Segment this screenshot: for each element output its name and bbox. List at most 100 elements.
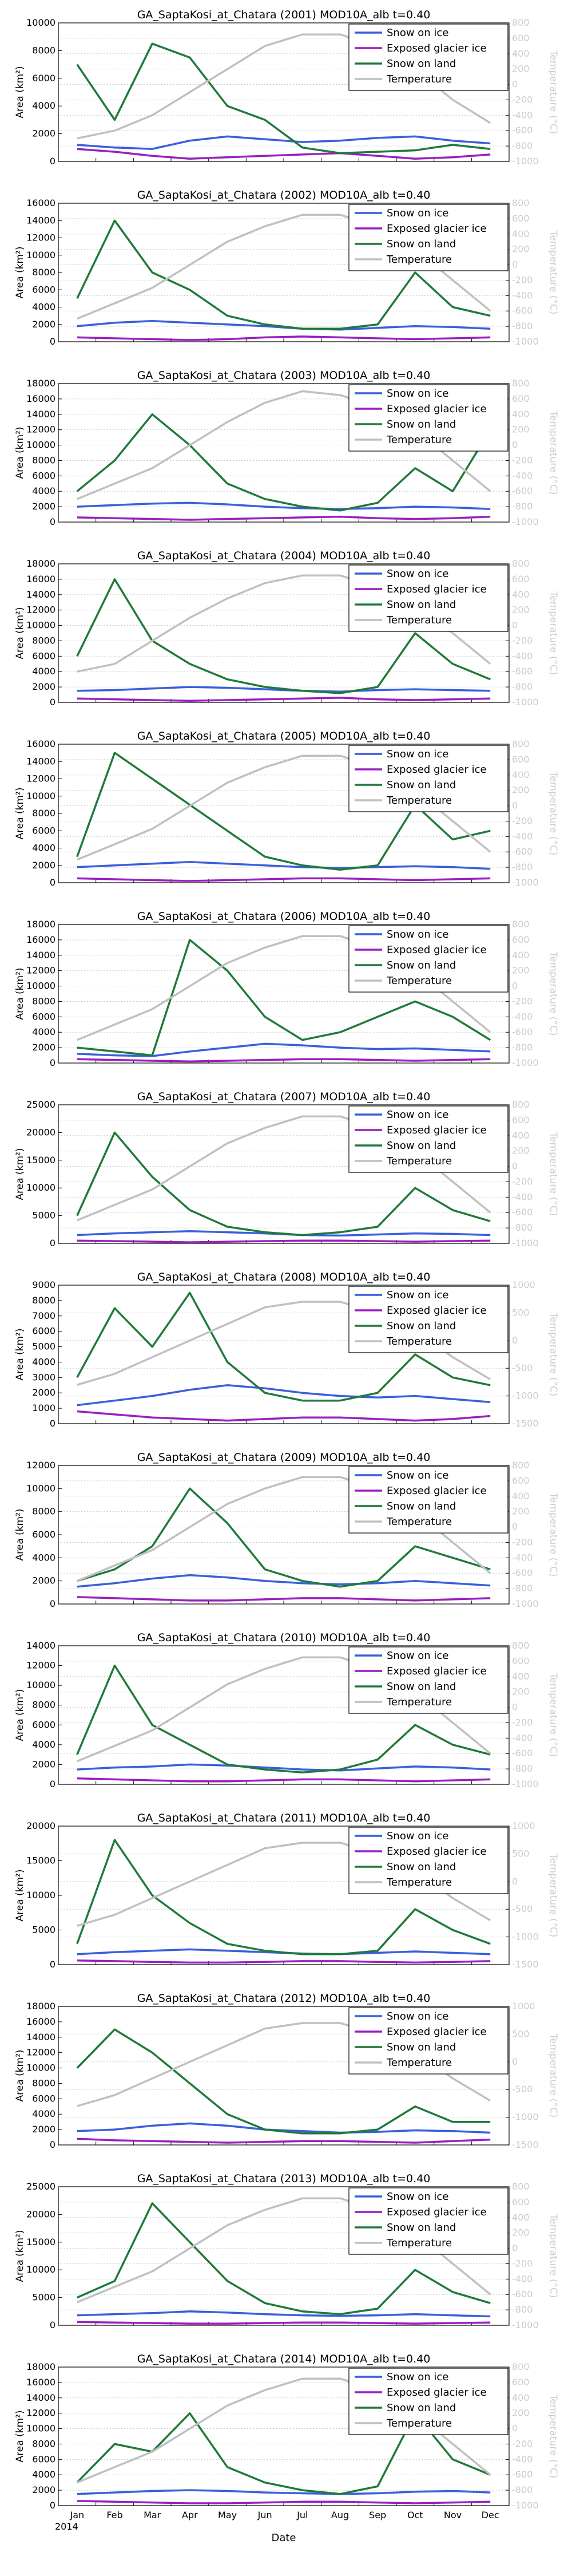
series-line [77, 939, 491, 1057]
y2-axis-label: Temperature (°C) [547, 1492, 559, 1577]
legend-label: Snow on ice [387, 1650, 448, 1662]
series-line [76, 2028, 491, 2135]
y-tick-label: 12000 [26, 232, 55, 243]
y2-axis-label: Temperature (°C) [547, 410, 559, 495]
y-tick-label: 0 [50, 1057, 55, 1068]
y2-tick-label: -800 [512, 1222, 533, 1233]
y-tick-label: 16000 [26, 574, 55, 584]
y2-tick-label: 600 [512, 1656, 530, 1666]
y2-tick-label: 600 [512, 574, 530, 584]
y2-axis-label: Temperature (°C) [547, 591, 559, 675]
y-tick-label: 10000 [26, 791, 55, 801]
legend-label: Exposed glacier ice [387, 764, 487, 776]
legend-label: Temperature [386, 795, 452, 807]
y-axis-label: Area (km²) [14, 66, 26, 118]
y-tick-label: 9000 [32, 1279, 55, 1290]
y2-tick-label: -1500 [512, 2139, 539, 2150]
series-line [77, 2500, 491, 2504]
y2-tick-label: -200 [512, 815, 533, 826]
y2-tick-label: -800 [512, 681, 533, 692]
legend-label: Snow on land [387, 1320, 456, 1332]
y2-tick-label: -1000 [512, 156, 539, 167]
series-line [77, 1042, 491, 1057]
legend-label: Snow on ice [387, 207, 448, 219]
y2-tick-label: -1000 [512, 1779, 539, 1789]
y2-tick-label: 800 [512, 2361, 530, 2372]
y-tick-label: 0 [50, 1779, 55, 1789]
series-line [77, 335, 491, 341]
y2-tick-label: 200 [512, 1506, 530, 1517]
y2-tick-label: -600 [512, 125, 533, 136]
y2-tick-label: -1500 [512, 1418, 539, 1429]
y2-tick-label: 0 [512, 1335, 518, 1346]
x-year-label: 2014 [55, 2521, 78, 2532]
y2-tick-label: 0 [512, 2243, 518, 2254]
y2-tick-label: -400 [512, 2273, 533, 2284]
x-tick-label: Apr [182, 2510, 198, 2520]
legend-label: Exposed glacier ice [387, 1305, 487, 1317]
y-tick-label: 8000 [32, 808, 55, 819]
y-tick-label: 6000 [32, 650, 55, 661]
y2-axis-label: Temperature (°C) [547, 1312, 559, 1397]
y2-axis-label: Temperature (°C) [547, 2033, 559, 2118]
y2-tick-label: -600 [512, 485, 533, 496]
legend-label: Exposed glacier ice [387, 583, 487, 595]
y2-tick-label: 200 [512, 1145, 530, 1156]
y-tick-label: 8000 [32, 1506, 55, 1517]
series-line [77, 1777, 491, 1783]
y-tick-label: 4000 [32, 100, 55, 111]
y-axis-label: Area (km²) [14, 607, 26, 659]
x-tick-label: May [218, 2510, 237, 2520]
y2-tick-label: 1000 [512, 2001, 535, 2012]
chart-panel: GA_SaptaKosi_at_Chatara (2008) MOD10A_al… [14, 1271, 559, 1429]
series-line [76, 1291, 491, 1402]
y2-tick-label: 600 [512, 213, 530, 224]
y-tick-label: 14000 [26, 409, 55, 420]
chart-title: GA_SaptaKosi_at_Chatara (2009) MOD10A_al… [137, 1451, 431, 1464]
y2-tick-label: 800 [512, 2181, 530, 2192]
y-tick-label: 2000 [32, 1575, 55, 1586]
legend-label: Exposed glacier ice [387, 1124, 487, 1136]
legend-label: Exposed glacier ice [387, 1665, 487, 1677]
legend-label: Exposed glacier ice [387, 2206, 487, 2218]
legend-label: Snow on land [387, 2402, 456, 2414]
y-tick-label: 0 [50, 2139, 55, 2150]
y-tick-label: 6000 [32, 2093, 55, 2104]
y-tick-label: 2000 [32, 319, 55, 330]
y-tick-label: 12000 [26, 1660, 55, 1671]
y2-tick-label: 800 [512, 558, 530, 569]
legend-label: Temperature [386, 1155, 452, 1167]
y-tick-label: 0 [50, 697, 55, 708]
y2-tick-label: 0 [512, 79, 518, 90]
series-line [77, 860, 491, 870]
legend-label: Temperature [386, 614, 452, 626]
y2-tick-label: 200 [512, 424, 530, 435]
y-tick-label: 10000 [26, 440, 55, 451]
series-line [77, 1384, 491, 1406]
chart-panel: GA_SaptaKosi_at_Chatara (2002) MOD10A_al… [14, 189, 559, 347]
y-tick-label: 12000 [26, 965, 55, 976]
y2-tick-label: -600 [512, 1026, 533, 1037]
y-tick-label: 12000 [26, 1460, 55, 1471]
y2-tick-label: 800 [512, 378, 530, 389]
y2-tick-label: -1000 [512, 2500, 539, 2511]
series-line [76, 578, 491, 694]
series-line [77, 2122, 491, 2134]
y-tick-label: 0 [50, 516, 55, 527]
y2-tick-label: -1000 [512, 1057, 539, 1068]
legend-label: Temperature [386, 2417, 452, 2429]
y-axis-label: Area (km²) [14, 787, 26, 839]
legend-label: Snow on land [387, 1681, 456, 1693]
chart-title: GA_SaptaKosi_at_Chatara (2012) MOD10A_al… [137, 1992, 431, 2005]
y-tick-label: 8000 [32, 45, 55, 56]
y-axis-label: Area (km²) [14, 2410, 26, 2462]
y-tick-label: 10000 [26, 1680, 55, 1690]
y-axis-label: Area (km²) [14, 246, 26, 298]
y2-tick-label: -800 [512, 140, 533, 151]
legend-label: Exposed glacier ice [387, 2026, 487, 2038]
chart-panel: GA_SaptaKosi_at_Chatara (2005) MOD10A_al… [14, 730, 559, 888]
y2-tick-label: -1000 [512, 1931, 539, 1942]
y-tick-label: 16000 [26, 2016, 55, 2027]
y2-tick-label: 0 [512, 620, 518, 631]
